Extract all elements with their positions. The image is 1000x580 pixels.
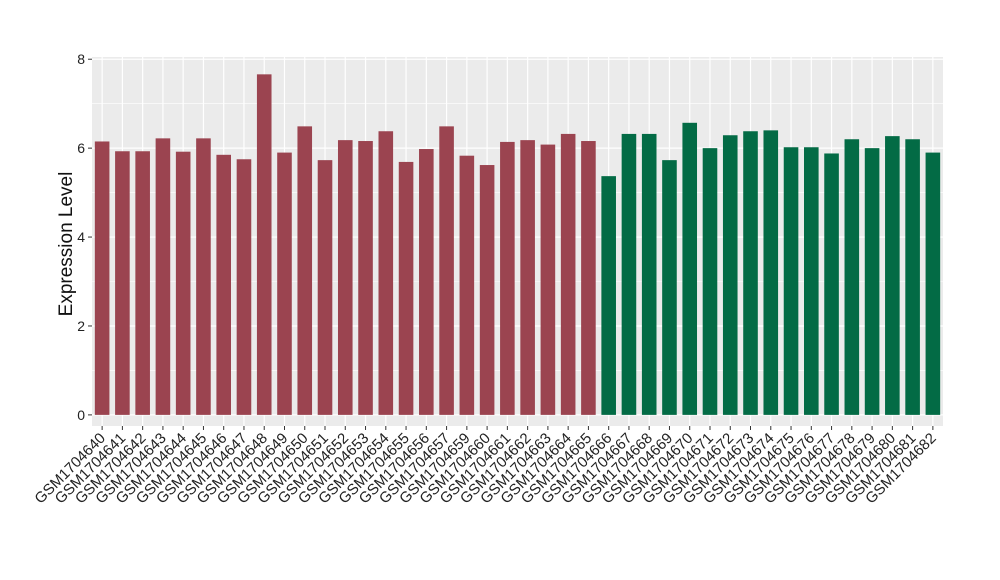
y-tick-label: 6: [77, 140, 85, 156]
bar-GSM1704663: [540, 144, 556, 415]
bar-GSM1704643: [155, 138, 171, 415]
bar-GSM1704680: [885, 136, 900, 415]
bar-GSM1704645: [196, 138, 211, 415]
bar-GSM1704649: [277, 152, 292, 415]
bar-GSM1704670: [682, 122, 698, 415]
bar-GSM1704672: [722, 135, 738, 415]
bar-GSM1704647: [236, 159, 252, 415]
bar-GSM1704642: [135, 151, 150, 415]
bar-series: [94, 74, 941, 415]
bar-GSM1704665: [581, 141, 596, 415]
bar-GSM1704664: [560, 133, 576, 415]
bar-GSM1704651: [317, 160, 333, 415]
y-tick-label: 8: [77, 51, 85, 67]
bar-GSM1704669: [662, 160, 677, 415]
bar-GSM1704679: [864, 148, 880, 415]
y-axis: 0 2 4 6 8: [77, 51, 92, 423]
bar-GSM1704678: [844, 139, 860, 415]
bar-GSM1704641: [115, 151, 130, 415]
y-tick-label: 0: [77, 407, 85, 423]
bar-GSM1704675: [783, 147, 799, 415]
bar-GSM1704653: [358, 141, 373, 415]
y-tick-label: 4: [77, 229, 85, 245]
bar-GSM1704681: [905, 139, 920, 415]
bar-GSM1704659: [459, 155, 475, 415]
bar-GSM1704682: [925, 152, 941, 415]
bar-GSM1704674: [763, 130, 779, 415]
plot-panel: [92, 57, 943, 426]
bar-GSM1704646: [216, 154, 231, 415]
bar-GSM1704650: [297, 126, 313, 415]
bar-GSM1704673: [743, 131, 758, 415]
bar-GSM1704676: [804, 147, 819, 415]
bar-GSM1704666: [601, 176, 616, 415]
bar-GSM1704661: [500, 141, 515, 415]
bar-GSM1704648: [256, 74, 272, 415]
y-tick-label: 2: [77, 318, 85, 334]
bar-GSM1704668: [641, 133, 657, 415]
bar-GSM1704662: [520, 140, 535, 415]
bar-GSM1704657: [439, 126, 454, 415]
bar-GSM1704652: [337, 140, 353, 415]
bar-GSM1704671: [702, 148, 718, 415]
bar-GSM1704656: [419, 149, 434, 415]
bar-GSM1704644: [175, 151, 191, 415]
bar-GSM1704677: [824, 153, 839, 415]
bar-GSM1704667: [621, 133, 637, 415]
bar-GSM1704640: [94, 141, 110, 415]
bar-GSM1704654: [378, 131, 394, 415]
bar-GSM1704655: [398, 161, 414, 415]
y-axis-title: Expression Level: [56, 172, 77, 317]
x-axis: GSM1704640GSM1704641GSM1704642GSM1704643…: [31, 426, 940, 507]
bar-GSM1704660: [479, 165, 495, 415]
